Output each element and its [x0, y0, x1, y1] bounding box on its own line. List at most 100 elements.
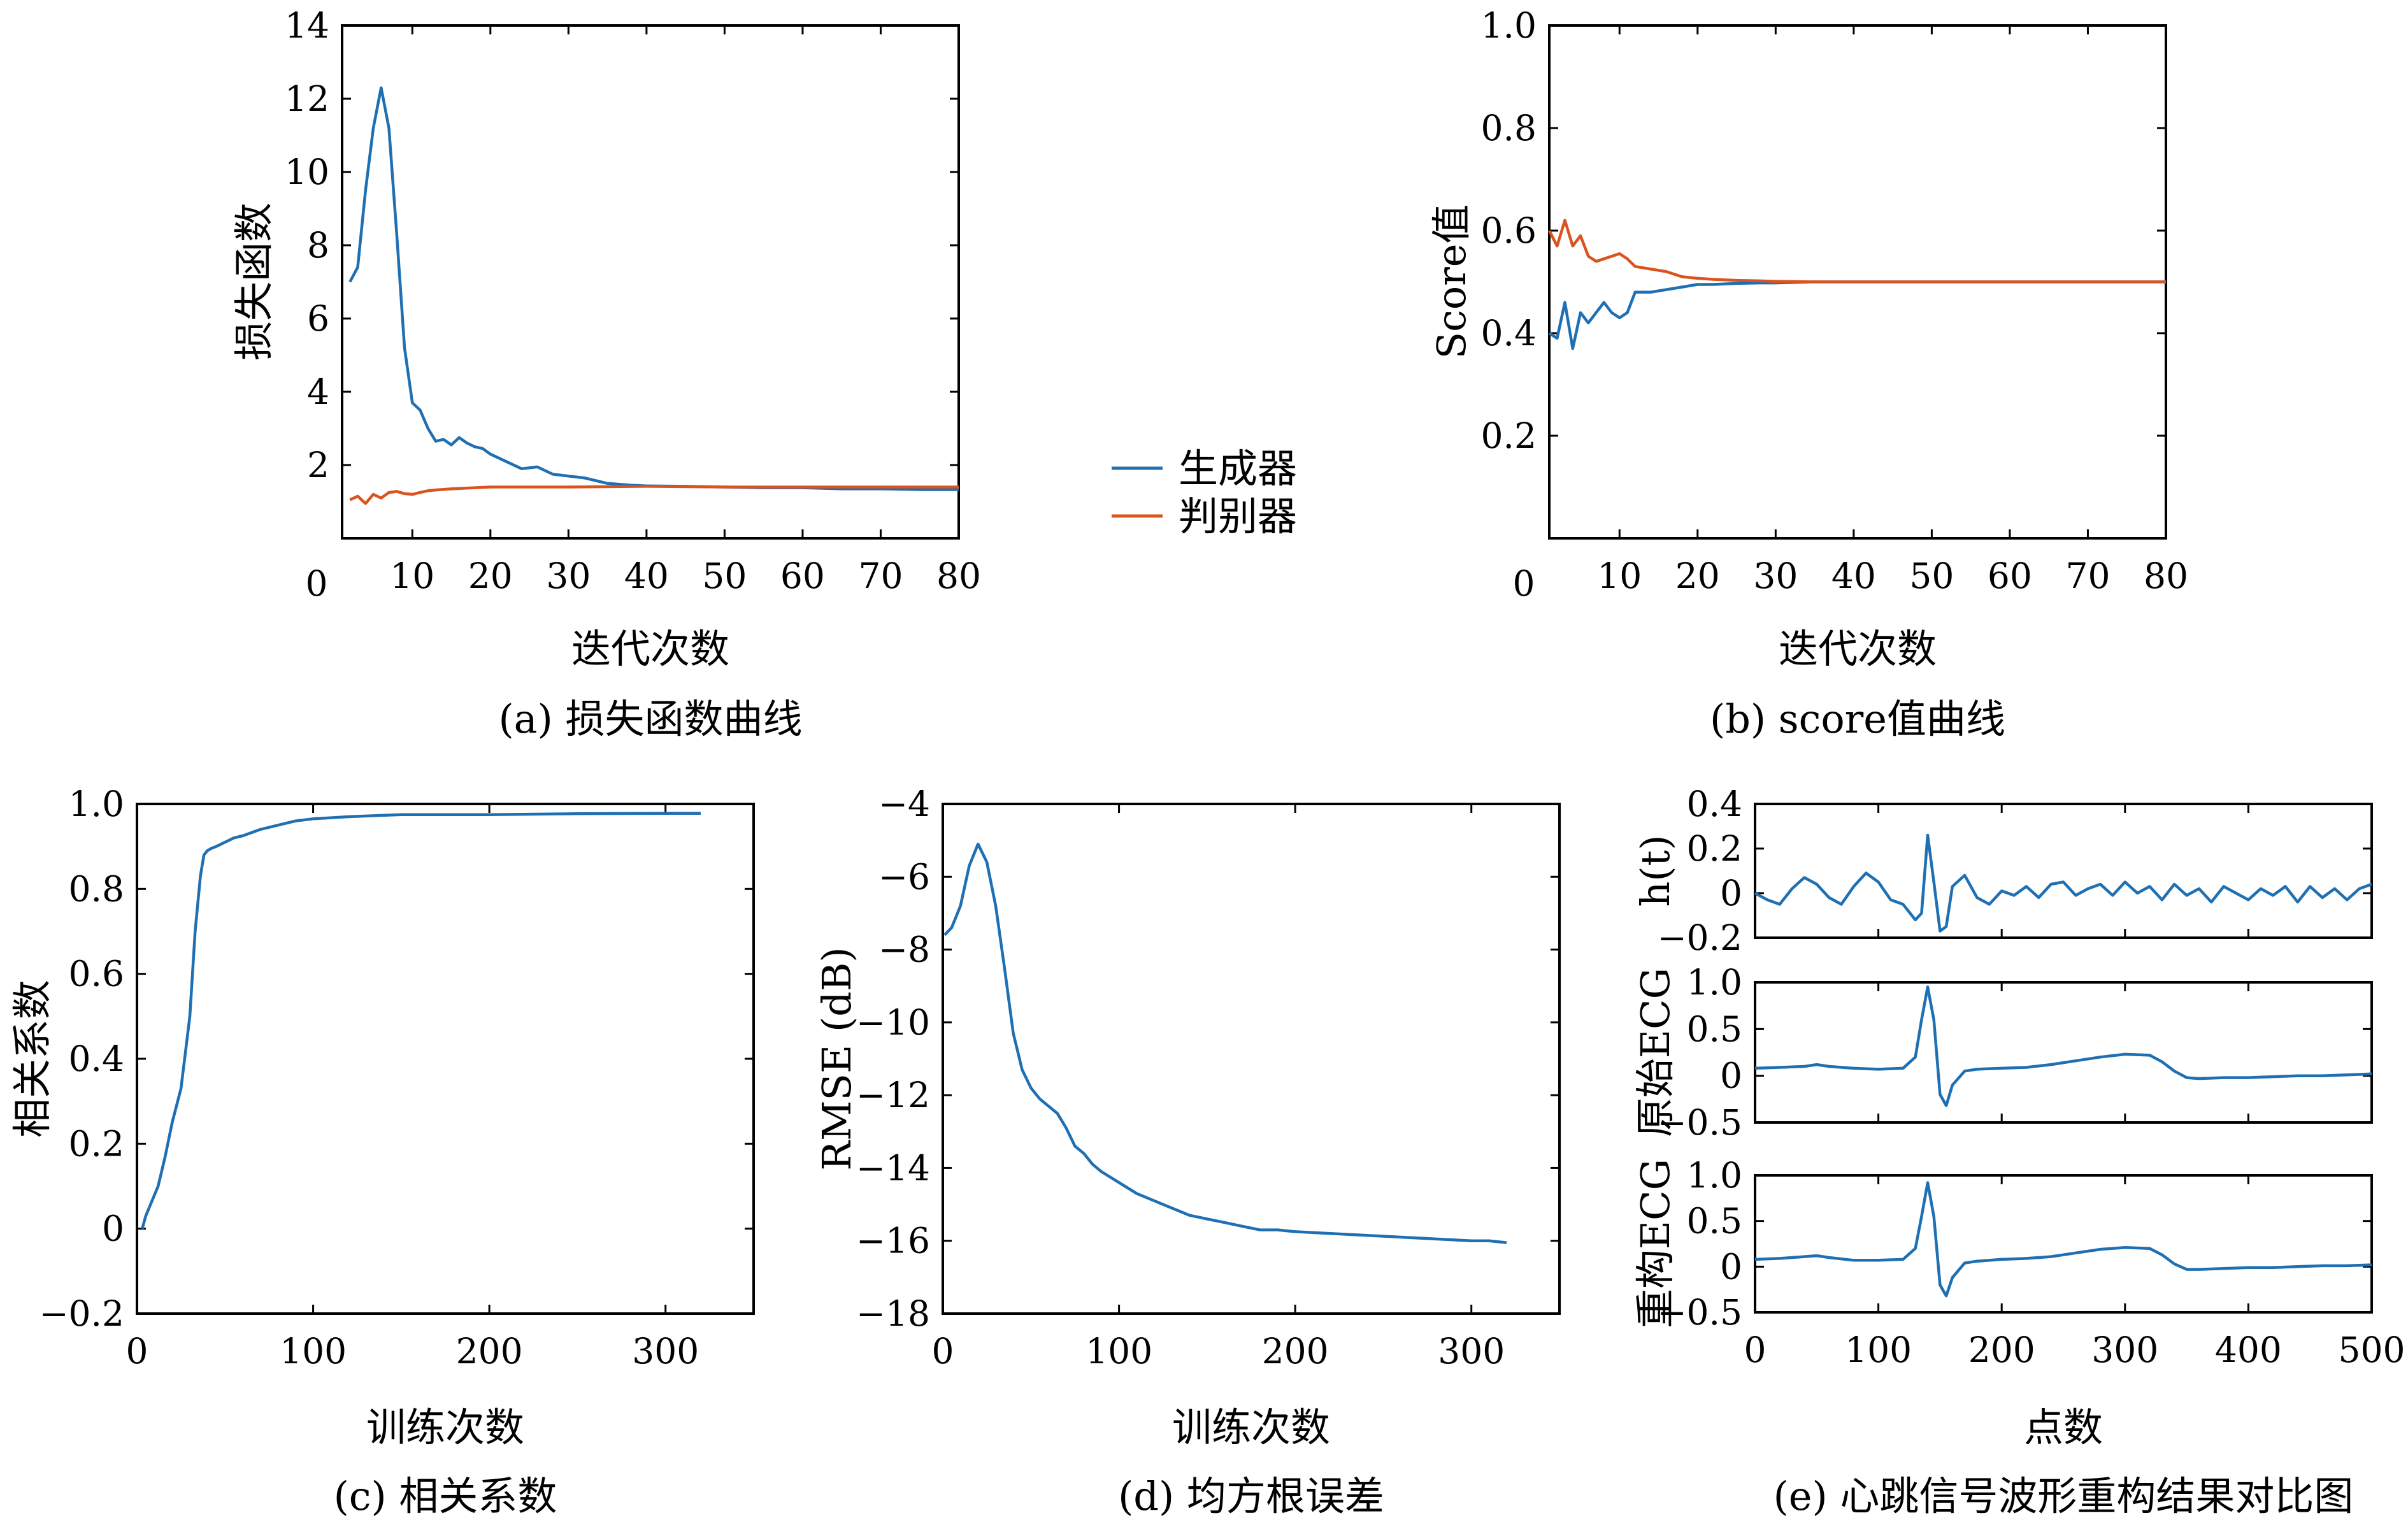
chart-c-caption: (c) 相关系数: [334, 1473, 557, 1519]
chart-b-series-2-判别器: [1547, 219, 2166, 283]
chart-d-ytick-label: −16: [856, 1221, 930, 1261]
chart-c-xtick-label: 300: [632, 1331, 699, 1372]
chart-e-sub2-ytick-label: 0.5: [1687, 1008, 1742, 1049]
chart-d-xtick-label: 200: [1262, 1331, 1329, 1372]
chart-d-ytick-label: −10: [856, 1002, 930, 1043]
chart-c-ytick-label: 1.0: [69, 784, 124, 824]
chart-a-ytick-label: 10: [285, 152, 329, 192]
chart-a-ytick-label: 12: [285, 78, 329, 119]
chart-e-caption: (e) 心跳信号波形重构结果对比图: [1774, 1473, 2354, 1519]
chart-a-series-2-判别器: [349, 485, 959, 505]
chart-a-xtick-label: 70: [858, 556, 903, 596]
chart-b-caption: (b) score值曲线: [1710, 696, 2005, 742]
chart-b-xtick-label: 80: [2144, 556, 2188, 596]
chart-c-ytick-label: 0.2: [69, 1123, 124, 1164]
chart-c-ytick-label: 0.4: [69, 1038, 124, 1079]
chart-a-xtick-label: 50: [702, 556, 747, 596]
chart-e-sub1-ylabel: h(t): [1632, 835, 1679, 907]
chart-a-ytick-label: 8: [307, 225, 329, 266]
chart-a-xtick-label: 60: [780, 556, 825, 596]
chart-e-sub1-series-1-line: [1754, 833, 2372, 933]
chart-c-ytick-label: 0.6: [69, 954, 124, 994]
chart-b-origin-label: 0: [1513, 563, 1535, 604]
legend-label-1: 生成器: [1179, 445, 1297, 492]
chart-c-xtick-label: 0: [126, 1331, 148, 1372]
chart-b-ytick-label: 1.0: [1481, 5, 1537, 46]
chart-d-xtick-label: 0: [932, 1331, 954, 1372]
chart-e-sub3-xtick-label: 100: [1845, 1330, 1912, 1370]
chart-d-xtick-label: 300: [1438, 1331, 1505, 1372]
chart-e-sub3-ytick-label: 0.5: [1687, 1201, 1742, 1242]
chart-e-sub1-ytick-label: 0.4: [1687, 784, 1742, 824]
chart-e-xlabel: 点数: [2024, 1404, 2103, 1451]
chart-c-series-1-line: [141, 812, 701, 1230]
chart-a-origin-label: 0: [306, 563, 328, 604]
chart-d-ytick-label: −12: [856, 1075, 930, 1115]
chart-d-axes-frame: [942, 803, 1561, 1315]
chart-d-caption: (d) 均方根误差: [1118, 1473, 1384, 1519]
chart-d-xlabel: 训练次数: [1172, 1404, 1330, 1451]
chart-c-ytick-label: 0: [102, 1208, 124, 1249]
chart-e-sub3-xtick-label: 400: [2215, 1330, 2282, 1370]
chart-d-ytick-label: −8: [878, 929, 930, 970]
chart-b-xtick-label: 60: [1988, 556, 2032, 596]
legend-label-2: 判别器: [1179, 493, 1297, 540]
chart-e-sub3-ytick-label: −0.5: [1657, 1292, 1742, 1333]
chart-c-ytick-label: 0.8: [69, 868, 124, 909]
chart-a-xtick-label: 10: [390, 556, 434, 596]
chart-d-series-1-line: [943, 842, 1507, 1244]
chart-c-xtick-label: 100: [280, 1331, 347, 1372]
chart-c-ytick-label: −0.2: [39, 1293, 124, 1334]
chart-e-sub1-ytick-label: −0.2: [1657, 917, 1742, 958]
chart-e-sub3-axes-frame: [1754, 1174, 2373, 1314]
chart-c-ylabel: 相关系数: [9, 980, 55, 1138]
chart-d-ylabel: RMSE (dB): [813, 947, 860, 1170]
chart-d-xtick-label: 100: [1086, 1331, 1152, 1372]
chart-b-xtick-label: 30: [1753, 556, 1798, 596]
chart-a-series-1-生成器: [348, 86, 959, 491]
chart-b-xlabel: 迭代次数: [1779, 626, 1937, 672]
chart-d-ytick-label: −4: [878, 784, 930, 824]
chart-b-ytick-label: 0.6: [1481, 210, 1537, 251]
chart-b-ytick-label: 0.4: [1481, 313, 1537, 354]
chart-e-sub3-ylabel: 重构ECG: [1632, 1159, 1679, 1328]
chart-a-ytick-label: 4: [307, 371, 329, 412]
chart-e-sub2-ytick-label: −0.5: [1657, 1102, 1742, 1143]
chart-e-sub3-ytick-label: 0: [1720, 1246, 1742, 1287]
chart-e-sub3-xtick-label: 200: [1968, 1330, 2035, 1370]
chart-a-xlabel: 迭代次数: [571, 626, 729, 672]
chart-a-ytick-label: 14: [285, 5, 329, 46]
chart-b-ytick-label: 0.8: [1481, 108, 1537, 148]
chart-d-ytick-label: −14: [856, 1147, 930, 1188]
chart-e-sub3-xtick-label: 500: [2339, 1330, 2405, 1370]
chart-d-ytick-label: −18: [856, 1293, 930, 1334]
chart-a-xtick-label: 30: [546, 556, 591, 596]
chart-a-axes-frame: [341, 24, 960, 540]
chart-a-ylabel: 损失函数: [231, 203, 277, 361]
chart-c-xtick-label: 200: [456, 1331, 523, 1372]
chart-e-sub2-ytick-label: 1.0: [1687, 962, 1742, 1003]
chart-b-xtick-label: 40: [1831, 556, 1876, 596]
chart-e-sub2-axes-frame: [1754, 981, 2373, 1124]
chart-a-ytick-label: 2: [307, 445, 329, 485]
chart-c-xlabel: 训练次数: [366, 1404, 524, 1451]
chart-b-xtick-label: 70: [2065, 556, 2110, 596]
chart-e-sub2-ylabel: 原始ECG: [1632, 968, 1679, 1137]
chart-e-sub1-ytick-label: 0.2: [1687, 828, 1742, 869]
chart-a-ytick-label: 6: [307, 298, 329, 339]
chart-e-sub2-ytick-label: 0: [1720, 1056, 1742, 1096]
chart-b-ylabel: Score值: [1428, 204, 1475, 359]
chart-e-sub3-series-1-line: [1754, 1181, 2372, 1298]
chart-a-xtick-label: 20: [468, 556, 513, 596]
chart-e-sub3-xtick-label: 300: [2091, 1330, 2158, 1370]
chart-d-ytick-label: −6: [878, 856, 930, 897]
chart-b-xtick-label: 50: [1909, 556, 1954, 596]
chart-a-xtick-label: 40: [624, 556, 669, 596]
chart-e-sub1-ytick-label: 0: [1720, 873, 1742, 914]
chart-c-axes-frame: [136, 803, 755, 1315]
chart-e-sub3-xtick-label: 0: [1744, 1330, 1767, 1370]
chart-b-xtick-label: 10: [1597, 556, 1642, 596]
chart-e-sub1-axes-frame: [1754, 803, 2373, 939]
chart-b-xtick-label: 20: [1675, 556, 1720, 596]
